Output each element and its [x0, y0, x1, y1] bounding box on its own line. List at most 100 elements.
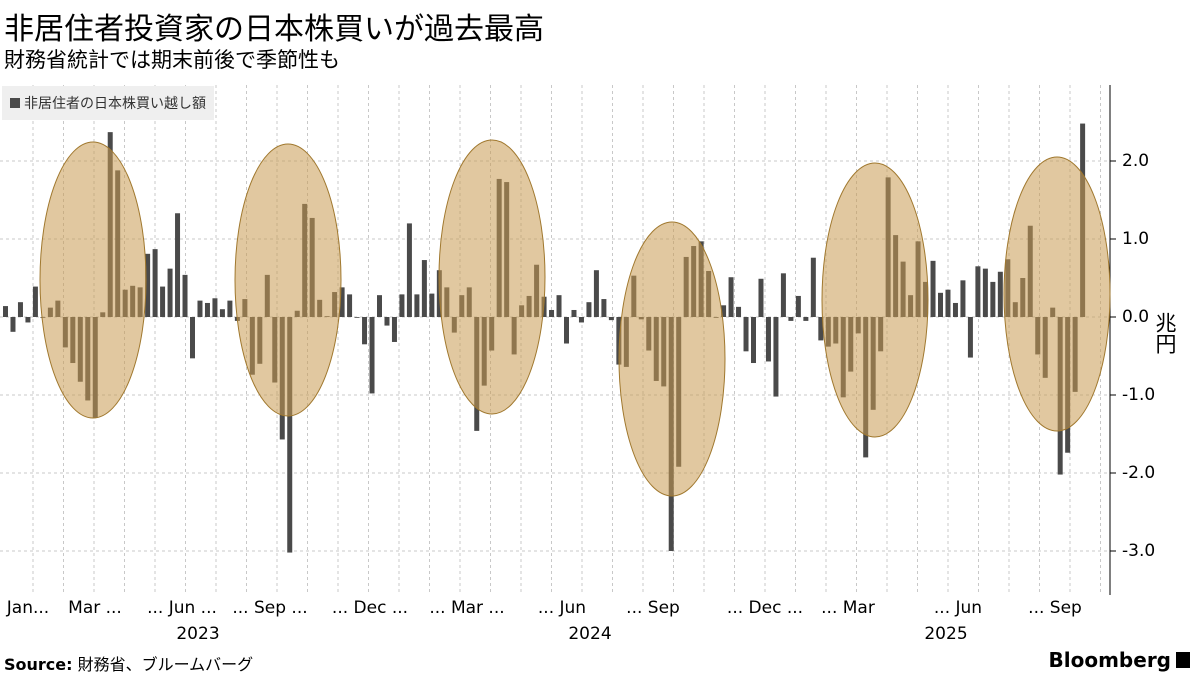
- x-tick-label: ... Dec ...: [726, 598, 804, 618]
- chart-subtitle: 財務省統計では期末前後で季節性も: [4, 48, 340, 72]
- bar: [616, 317, 622, 365]
- bar: [608, 317, 614, 321]
- y-tick-label: -2.0: [1122, 463, 1156, 483]
- y-tick-label: 0.0: [1122, 307, 1150, 327]
- bar: [586, 302, 592, 317]
- bar: [3, 306, 8, 317]
- y-axis-label: 兆円: [1153, 312, 1177, 354]
- bar: [167, 268, 173, 317]
- source-note: Source: 財務省、ブルームバーグ: [4, 651, 253, 675]
- bar: [601, 299, 607, 317]
- bar: [990, 281, 996, 317]
- chart-title: 非居住者投資家の日本株買いが過去最高: [4, 12, 544, 47]
- bar: [406, 223, 412, 317]
- bar: [758, 278, 764, 317]
- bar: [399, 294, 405, 317]
- bar: [25, 317, 31, 323]
- x-tick-label: ... Sep: [1028, 598, 1082, 618]
- bar: [212, 298, 218, 317]
- x-tick-label: Jan...: [6, 598, 50, 618]
- x-year-label: 2023: [176, 624, 220, 644]
- bar: [391, 317, 397, 342]
- highlight-ellipse: [618, 221, 726, 497]
- source-label: Source:: [4, 655, 73, 674]
- bar: [578, 317, 584, 323]
- bloomberg-logo: Bloomberg: [1049, 648, 1190, 672]
- x-tick-label: ... Mar ...: [429, 598, 505, 618]
- x-year-label: 2024: [568, 624, 612, 644]
- bar: [362, 317, 368, 345]
- bar: [765, 317, 771, 362]
- bar: [975, 266, 981, 317]
- bar: [803, 317, 809, 321]
- bar: [384, 317, 390, 326]
- bar: [997, 271, 1003, 317]
- highlight-ellipse: [821, 162, 929, 438]
- y-tick-label: 1.0: [1122, 229, 1150, 249]
- bar: [780, 273, 786, 317]
- x-tick-label: Mar ...: [68, 598, 122, 618]
- x-tick-label: ... Jun: [933, 598, 983, 618]
- legend-label: 非居住者の日本株買い越し額: [24, 96, 206, 112]
- bar: [414, 294, 420, 317]
- bar: [429, 293, 435, 317]
- bar: [571, 309, 577, 317]
- bar: [347, 294, 353, 317]
- bar: [190, 317, 195, 359]
- bar: [152, 249, 158, 317]
- bar: [421, 260, 427, 317]
- bar: [721, 305, 727, 317]
- bar: [227, 300, 233, 317]
- bar: [982, 268, 988, 317]
- bar: [818, 317, 824, 341]
- y-tick-label: -1.0: [1122, 385, 1156, 405]
- bar: [182, 274, 188, 317]
- logo-mark-icon: [1176, 652, 1190, 668]
- logo-text: Bloomberg: [1048, 648, 1171, 672]
- source-text: 財務省、ブルームバーグ: [77, 655, 254, 674]
- y-tick-label: 2.0: [1122, 151, 1150, 171]
- bar: [564, 317, 569, 344]
- bar: [549, 309, 555, 317]
- bar: [175, 213, 181, 317]
- bar: [354, 317, 360, 318]
- bar: [945, 289, 951, 317]
- y-tick-label: -3.0: [1122, 541, 1156, 561]
- bar: [967, 317, 973, 358]
- x-tick-label: ... Jun: [537, 598, 587, 618]
- bar: [377, 295, 382, 317]
- bar: [369, 317, 375, 394]
- highlight-ellipse: [1003, 156, 1111, 432]
- bar: [795, 295, 801, 317]
- bar: [930, 260, 936, 317]
- legend: 非居住者の日本株買い越し額: [2, 86, 214, 120]
- bar: [788, 317, 794, 321]
- bar: [751, 317, 756, 364]
- bar: [145, 253, 151, 317]
- x-tick-label: ... Dec ...: [331, 598, 409, 618]
- bar: [219, 309, 225, 317]
- bar: [204, 302, 210, 317]
- x-tick-label: ... Jun ...: [147, 598, 217, 618]
- x-tick-label: ... Sep ...: [232, 598, 308, 618]
- bar: [10, 317, 16, 332]
- bar: [736, 306, 742, 317]
- bar: [17, 302, 23, 317]
- bar: [197, 300, 203, 317]
- bar: [960, 280, 966, 317]
- bar: [556, 295, 562, 317]
- bar: [728, 277, 734, 317]
- x-tick-label: ... Mar: [821, 598, 875, 618]
- bar: [339, 287, 345, 317]
- bar: [593, 270, 599, 317]
- bar: [938, 292, 943, 317]
- bar: [32, 286, 38, 317]
- highlight-ellipse: [438, 139, 546, 415]
- highlight-ellipse: [39, 141, 147, 419]
- bar: [160, 286, 166, 317]
- bar: [773, 317, 779, 397]
- bar: [287, 317, 293, 553]
- highlight-ellipse: [234, 143, 342, 417]
- legend-swatch: [10, 98, 20, 108]
